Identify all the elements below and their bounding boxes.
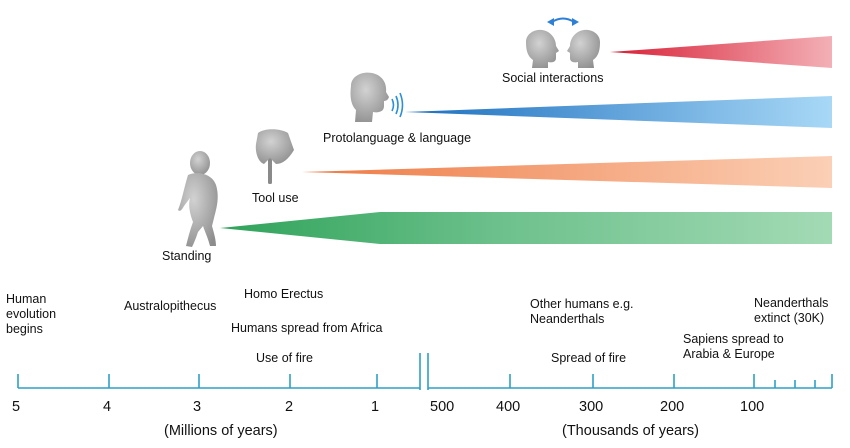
event-other-humans: Other humans e.g. Neanderthals (530, 297, 634, 326)
tick-label: 200 (660, 399, 685, 415)
walking-figure-icon (178, 151, 218, 247)
event-spread-of-fire: Spread of fire (551, 351, 627, 365)
axis-millions (17, 353, 421, 390)
label-language: Protolanguage & language (323, 131, 472, 145)
label-social: Social interactions (502, 71, 604, 85)
label-standing: Standing (162, 249, 212, 263)
tick-label: 1 (371, 399, 380, 415)
event-humans-spread: Humans spread from Africa (231, 321, 383, 335)
event-australopithecus: Australopithecus (124, 299, 217, 313)
event-neanderthals-extinct: Neanderthals extinct (30K) (754, 296, 829, 325)
speaking-head-icon (350, 72, 404, 122)
tick-label: 300 (579, 399, 604, 415)
tick-label: 100 (740, 399, 765, 415)
stone-axe-icon (255, 129, 294, 184)
event-homo-erectus: Homo Erectus (244, 287, 324, 301)
tick-label: 500 (430, 399, 455, 415)
tool-use-wedge (302, 156, 832, 188)
event-human-evolution-begins: Human evolution begins (6, 292, 57, 336)
event-use-of-fire: Use of fire (256, 351, 313, 365)
tick-label: 2 (285, 399, 294, 415)
interaction-arrow-icon (547, 17, 579, 26)
axis-unit-thousands: (Thousands of years) (562, 423, 700, 439)
tick-label: 400 (496, 399, 521, 415)
tick-label: 4 (103, 399, 112, 415)
axis-unit-millions: (Millions of years) (164, 423, 278, 439)
event-sapiens-spread: Sapiens spread to Arabia & Europe (683, 332, 784, 361)
standing-wedge (220, 212, 832, 244)
language-wedge (405, 96, 832, 128)
tick-label: 5 (12, 399, 21, 415)
label-tool-use: Tool use (252, 191, 299, 205)
two-heads-icon (526, 29, 600, 68)
tick-label: 3 (193, 399, 202, 415)
social-wedge (610, 36, 832, 68)
axis-thousands (427, 353, 833, 390)
